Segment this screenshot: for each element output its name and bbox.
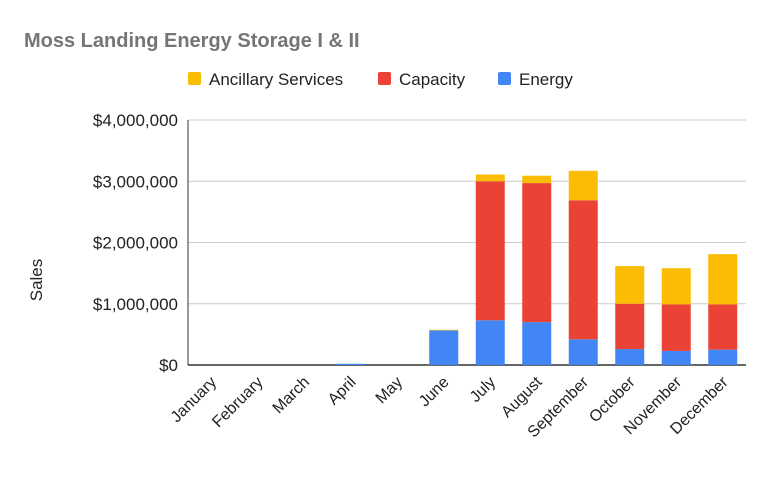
- bar-ancillary-services-november: [661, 268, 691, 305]
- legend: Ancillary Services Capacity Energy: [188, 70, 573, 89]
- y-axis-label: Sales: [27, 259, 46, 302]
- bar-energy-september: [568, 339, 598, 365]
- legend-label: Capacity: [399, 70, 466, 89]
- y-tick-label: $3,000,000: [93, 172, 178, 191]
- legend-item-ancillary-services: Ancillary Services: [188, 70, 343, 89]
- legend-swatch: [498, 72, 511, 85]
- legend-item-energy: Energy: [498, 70, 573, 89]
- chart-title: Moss Landing Energy Storage I & II: [24, 30, 360, 52]
- y-tick-label: $2,000,000: [93, 234, 178, 253]
- bar-ancillary-services-december: [708, 254, 738, 305]
- bar-capacity-september: [568, 200, 598, 340]
- bar-capacity-july: [475, 181, 505, 321]
- bar-capacity-december: [708, 304, 738, 350]
- x-tick-label: April: [325, 374, 360, 409]
- x-tick-label: February: [209, 374, 266, 431]
- bar-ancillary-services-september: [568, 170, 598, 201]
- legend-item-capacity: Capacity: [378, 70, 466, 89]
- bar-ancillary-services-july: [475, 174, 505, 182]
- legend-swatch: [188, 72, 201, 85]
- bar-capacity-october: [615, 303, 645, 350]
- y-tick-label: $0: [159, 356, 178, 375]
- x-tick-label: July: [467, 374, 499, 406]
- x-tick-label: March: [270, 374, 313, 417]
- y-tick-label: $4,000,000: [93, 111, 178, 130]
- bar-energy-december: [708, 349, 738, 365]
- bar-energy-november: [661, 350, 691, 365]
- x-tick-label: May: [373, 374, 406, 407]
- x-tick-label: June: [416, 374, 453, 411]
- bar-ancillary-services-august: [522, 175, 552, 184]
- legend-label: Energy: [519, 70, 573, 89]
- bar-ancillary-services-june: [429, 329, 459, 331]
- bar-ancillary-services-october: [615, 266, 645, 304]
- bar-energy-june: [429, 330, 459, 365]
- bar-energy-august: [522, 322, 552, 365]
- legend-label: Ancillary Services: [209, 70, 343, 89]
- bar-energy-april: [336, 363, 366, 365]
- bar-capacity-august: [522, 183, 552, 323]
- bar-capacity-november: [661, 304, 691, 351]
- y-tick-label: $1,000,000: [93, 295, 178, 314]
- legend-swatch: [378, 72, 391, 85]
- bar-energy-july: [475, 320, 505, 365]
- bar-energy-october: [615, 349, 645, 365]
